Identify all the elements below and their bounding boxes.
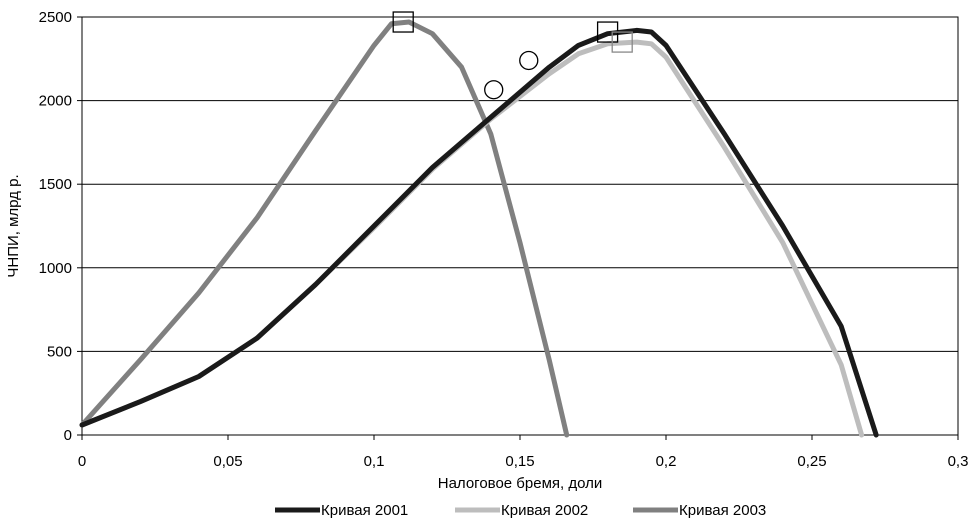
axis-ticks: 0 500 1000 1500 2000 2500 0 0,05 0,1 0,15 0,2 0,25 0… — [39, 9, 969, 470]
legend-label: Кривая 2002 — [501, 502, 588, 519]
series-line — [79, 27, 879, 438]
x-tick-label: 0,15 — [505, 453, 534, 470]
square-marker — [611, 31, 633, 53]
plot-area — [81, 16, 959, 436]
y-axis-title: ЧНПИ, млрд р. — [5, 174, 22, 277]
y-tick-label: 1500 — [39, 176, 72, 193]
x-tick-label: 0,2 — [656, 453, 677, 470]
circle-marker — [484, 80, 504, 100]
legend-label: Кривая 2003 — [679, 502, 766, 519]
series-lines — [79, 19, 879, 438]
series-line — [79, 19, 570, 438]
legend: Кривая 2001 Кривая 2002 Кривая 2003 — [275, 502, 766, 519]
x-tick-label: 0,25 — [797, 453, 826, 470]
series-markers — [392, 11, 633, 100]
y-tick-label: 1000 — [39, 260, 72, 277]
x-tick-label: 0,1 — [364, 453, 385, 470]
gridlines — [82, 100, 958, 352]
x-tick-label: 0 — [78, 453, 86, 470]
y-tick-label: 2500 — [39, 9, 72, 26]
square-marker — [392, 11, 414, 33]
circle-marker — [519, 50, 539, 71]
y-tick-label: 500 — [47, 343, 72, 360]
legend-label: Кривая 2001 — [321, 502, 408, 519]
x-axis-title: Налоговое бремя, доли — [438, 475, 603, 492]
x-tick-label: 0,05 — [213, 453, 242, 470]
x-tick-label: 0,3 — [948, 453, 969, 470]
y-tick-label: 2000 — [39, 93, 72, 110]
y-tick-label: 0 — [64, 427, 72, 444]
